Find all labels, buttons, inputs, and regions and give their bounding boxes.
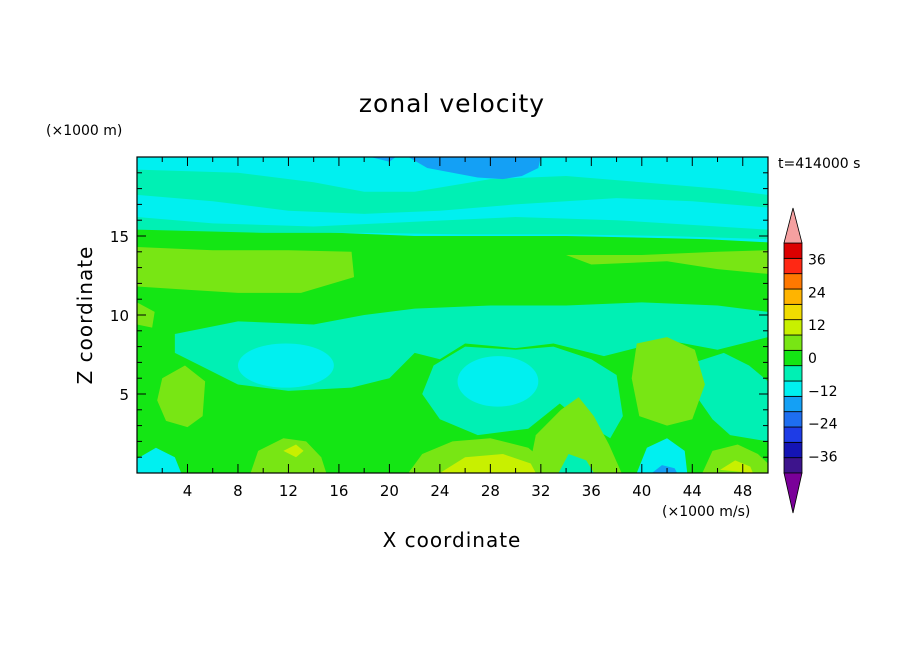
- colorbar-box: [783, 441, 803, 459]
- x-axis-units: (×1000 m/s): [662, 504, 750, 520]
- colorbar-box: [783, 319, 803, 336]
- region-bottom-blue-r: [651, 465, 678, 473]
- x-tick-label: 24: [430, 482, 449, 500]
- colorbar-tick-label: 0: [808, 351, 817, 367]
- colorbar-box: [783, 426, 803, 443]
- colorbar-tick-label: 24: [808, 285, 826, 301]
- colorbar-box: [783, 288, 803, 305]
- x-tick-label: 48: [733, 482, 752, 500]
- colorbar-box: [783, 303, 803, 321]
- colorbar-box: [783, 349, 803, 367]
- region-bottom-cyan-r: [636, 438, 688, 473]
- region-peak-center: [528, 397, 622, 473]
- region-mid-cyan-center: [457, 356, 539, 407]
- colorbar-min-arrow: [783, 472, 803, 514]
- y-axis-label: Z coordinate: [73, 246, 97, 385]
- x-tick-label: 40: [632, 482, 651, 500]
- x-tick-label: 16: [329, 482, 348, 500]
- region-band-right: [566, 250, 768, 274]
- region-yellow-core: [439, 454, 536, 473]
- colorbar-box: [783, 395, 803, 413]
- region-bottom-cyan-m: [558, 454, 594, 473]
- x-tick-label: 12: [279, 482, 298, 500]
- region-blob-right: [631, 337, 705, 426]
- region-band-yellowgreen: [137, 247, 355, 293]
- time-label: t=414000 s: [778, 156, 860, 172]
- y-tick-label: 10: [110, 307, 129, 325]
- colorbar-tick-label: −36: [808, 450, 838, 466]
- x-axis: 4 8 12 16 20 24 28 32 36 40 44 48: [161, 157, 752, 500]
- x-tick-label: 28: [481, 482, 500, 500]
- colorbar-box: [783, 380, 803, 397]
- colorbar-box: [783, 257, 803, 275]
- x-tick-label: 44: [683, 482, 702, 500]
- region-right-cyan: [684, 352, 768, 442]
- y-tick-label: 5: [119, 386, 129, 404]
- region-bottom-cyan-l: [137, 447, 182, 473]
- region-yellow-small: [283, 444, 304, 458]
- chart-title: zonal velocity: [359, 89, 545, 118]
- colorbar: 36 24 12 0 −12 −24 −36: [783, 207, 838, 514]
- colorbar-box: [783, 411, 803, 428]
- region-blob-left: [157, 365, 206, 428]
- x-tick-label: 36: [582, 482, 601, 500]
- region-bottom-right: [702, 444, 768, 473]
- region-yellow-right: [720, 460, 753, 473]
- x-tick-label: 8: [233, 482, 243, 500]
- colorbar-box: [783, 365, 803, 382]
- region-top-light: [137, 169, 768, 214]
- region-mid-cyan-left: [237, 343, 334, 388]
- y-axis-units: (×1000 m): [46, 123, 122, 139]
- y-tick-label: 15: [110, 228, 129, 246]
- velocity-field: [137, 157, 768, 473]
- colorbar-tick-label: −12: [808, 384, 838, 400]
- x-tick-label: 32: [531, 482, 550, 500]
- colorbar-box: [783, 273, 803, 290]
- region-band-15: [137, 217, 768, 240]
- x-axis-label: X coordinate: [383, 528, 522, 552]
- colorbar-tick-label: 12: [808, 318, 826, 334]
- colorbar-tick-label: 36: [808, 252, 826, 268]
- colorbar-max-arrow: [783, 207, 803, 244]
- colorbar-box: [783, 334, 803, 351]
- x-tick-label: 4: [183, 482, 193, 500]
- colorbar-tick-label: −24: [808, 417, 838, 433]
- colorbar-box: [783, 457, 803, 474]
- region-bottom-left: [250, 438, 327, 473]
- x-tick-label: 20: [380, 482, 399, 500]
- region-top-blue: [408, 157, 541, 180]
- colorbar-box: [783, 242, 803, 259]
- y-axis: 5 10 15: [110, 172, 768, 458]
